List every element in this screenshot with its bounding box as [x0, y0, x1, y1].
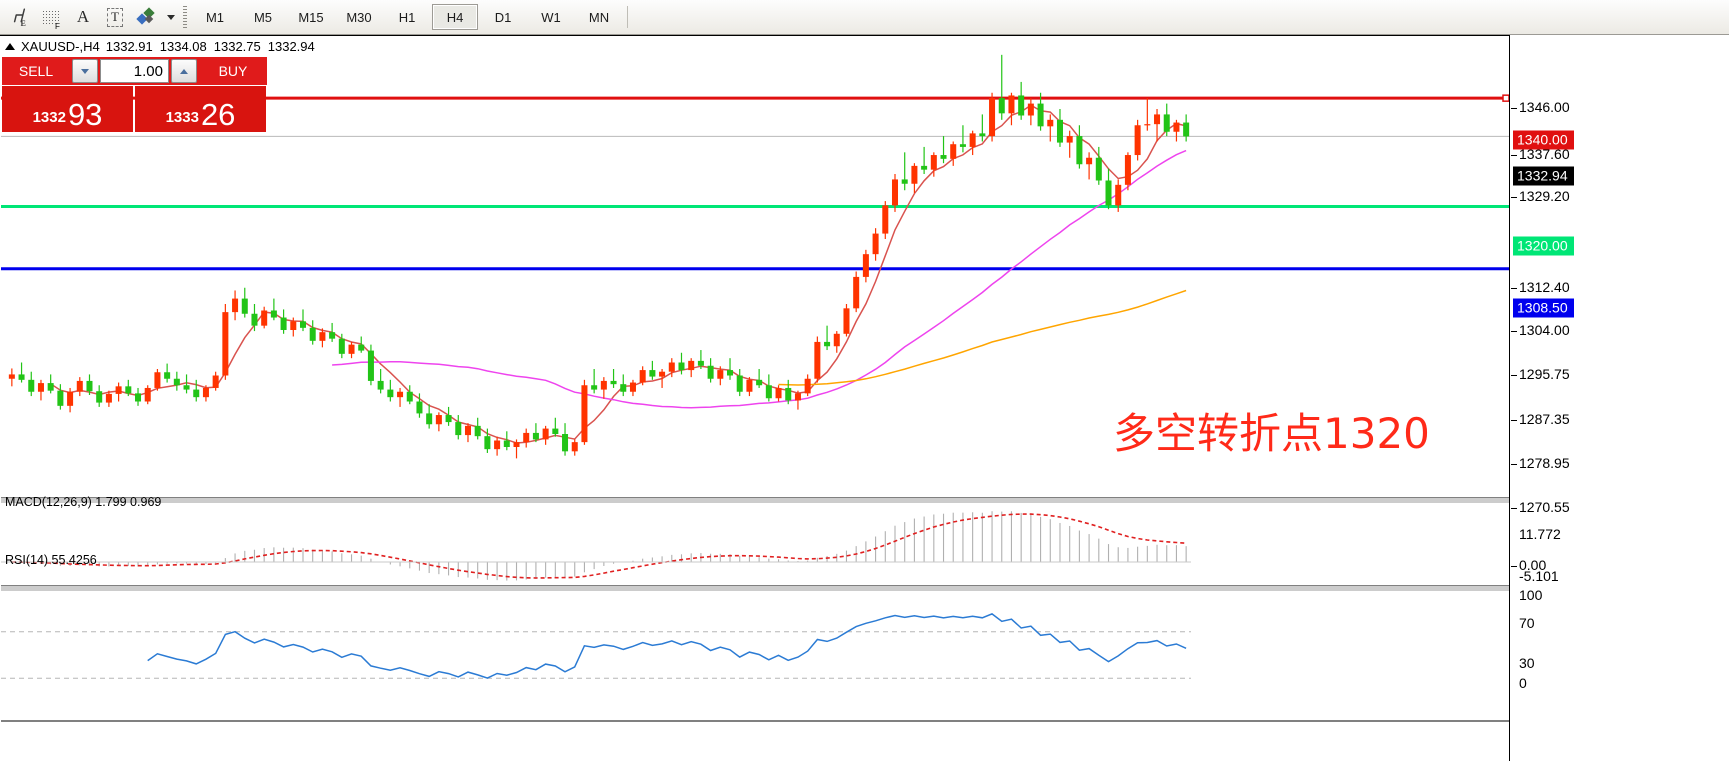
- time-axis-label: 7 Jun 12:00: [1047, 724, 1115, 725]
- toolbar-grip[interactable]: [183, 6, 187, 28]
- text-label-icon[interactable]: A: [76, 7, 90, 26]
- time-axis-label: 14 May 12:00: [258, 724, 337, 725]
- timeframe-m30[interactable]: M30: [346, 9, 372, 25]
- volume-control[interactable]: 1.00: [70, 57, 199, 85]
- shapes-dropdown-icon[interactable]: [163, 3, 179, 31]
- price-label-1332.94[interactable]: 1332.94: [1513, 166, 1574, 186]
- price-tick-1278.95: 1278.95: [1511, 455, 1570, 471]
- buy-price-decimal: 26: [200, 97, 236, 132]
- rsi-tick-0: 0: [1519, 675, 1527, 691]
- macd-tick-11.772: 11.772: [1519, 526, 1561, 542]
- time-axis-label: 5 Jun 12:00: [960, 724, 1028, 725]
- buy-price-integer: 1333: [165, 109, 199, 126]
- rsi-tick-100: 100: [1519, 587, 1543, 603]
- price-scale[interactable]: 1346.00 1340.00 1337.60 1332.94 1329.20 1320.…: [1511, 35, 1729, 761]
- timeframe-d1[interactable]: D1: [494, 9, 512, 25]
- price-tick-1304.00: 1304.00: [1511, 322, 1570, 338]
- indicators-icon[interactable]: ⑁E: [12, 6, 26, 28]
- time-axis-label: 6 May 2019: [5, 724, 73, 725]
- time-axis-label: 28 May 12:00: [694, 724, 773, 725]
- time-axis-label: 20 May 12:00: [432, 724, 511, 725]
- time-axis-label: 24 May 12:00: [607, 724, 686, 725]
- symbol-label: XAUUSD-,H4: [21, 38, 100, 54]
- time-axis-label: 11 Jun 12:00: [1143, 724, 1217, 725]
- timeframe-mn[interactable]: MN: [588, 9, 610, 25]
- volume-increment-button[interactable]: [171, 59, 197, 83]
- timeframe-m5[interactable]: M5: [253, 9, 273, 25]
- ohlc-value-low: 1332.75: [213, 38, 261, 54]
- shapes-icon[interactable]: [131, 3, 163, 31]
- macd-tick-0.00: 0.00: [1511, 557, 1546, 573]
- buy-price-box[interactable]: 1333 26: [135, 86, 266, 132]
- price-tick-1295.75: 1295.75: [1511, 366, 1570, 382]
- ohlc-value-close: 1332.94: [267, 38, 315, 54]
- time-axis-label: 22 May 12:00: [520, 724, 599, 725]
- grid-icon[interactable]: F: [35, 3, 67, 31]
- volume-input[interactable]: 1.00: [100, 59, 169, 83]
- time-axis-label: 16 May 12:00: [345, 724, 424, 725]
- sell-price-box[interactable]: 1332 93: [2, 86, 133, 132]
- rsi-tick-30: 30: [1519, 655, 1535, 671]
- volume-decrement-button[interactable]: [72, 59, 98, 83]
- text-box-icon[interactable]: T: [99, 3, 131, 31]
- ohlc-values: 1332.91 1334.08 1332.75 1332.94: [106, 39, 315, 54]
- timeframe-h4[interactable]: H4: [432, 4, 478, 30]
- macd-tick--5.101: -5.101: [1519, 568, 1559, 584]
- price-label-1320.00[interactable]: 1320.00: [1513, 236, 1574, 256]
- time-axis-label: 10 May 12:00: [171, 724, 250, 725]
- chart-canvas-area[interactable]: 6 May 2019 8 May 12:00 10 May 12:00 14 May …: [1, 36, 1509, 725]
- price-tick-1329.20: 1329.20: [1511, 188, 1570, 204]
- main-toolbar: ⑁E F A T M1 M5 M15 M30 H1 H4 D1 W1 MN: [0, 0, 1729, 35]
- ohlc-value-open: 1332.91: [105, 38, 153, 54]
- sell-button[interactable]: SELL: [2, 57, 70, 85]
- time-axis-label: 30 May 12:00: [782, 724, 861, 725]
- one-click-trading-panel[interactable]: SELL 1.00 BUY 1332 93 1333 26: [2, 57, 267, 132]
- price-tick-1287.35: 1287.35: [1511, 411, 1570, 427]
- price-label-1308.50[interactable]: 1308.50: [1513, 298, 1574, 318]
- rsi-label: RSI(14) 55.4256: [5, 553, 97, 567]
- timeframe-m1[interactable]: M1: [205, 9, 225, 25]
- ohlc-value-high: 1334.08: [159, 38, 207, 54]
- price-label-1340.00[interactable]: 1340.00: [1513, 130, 1574, 150]
- price-chart-svg: 6 May 2019 8 May 12:00 10 May 12:00 14 May …: [1, 36, 1509, 725]
- price-tick-1337.60: 1337.60: [1511, 146, 1570, 162]
- buy-button[interactable]: BUY: [199, 57, 267, 85]
- price-tick-1312.40: 1312.40: [1511, 279, 1570, 295]
- macd-label: MACD(12,26,9) 1.799 0.969: [5, 495, 162, 509]
- chart-annotation: 多空转折点1320: [1113, 409, 1430, 458]
- rsi-tick-70: 70: [1519, 615, 1535, 631]
- time-axis-label: 8 May 12:00: [83, 724, 155, 725]
- price-tick-1270.55: 1270.55: [1511, 499, 1570, 515]
- timeframe-w1[interactable]: W1: [541, 9, 561, 25]
- collapse-triangle-icon[interactable]: [5, 42, 15, 50]
- price-tick-1346.00: 1346.00: [1511, 99, 1570, 115]
- timeframe-h1[interactable]: H1: [398, 9, 416, 25]
- symbol-quote-line: XAUUSD-,H4 1332.91 1334.08 1332.75 1332.94: [0, 36, 1505, 56]
- toolbar-separator: [627, 6, 628, 28]
- sell-price-integer: 1332: [32, 109, 66, 126]
- timeframe-m15[interactable]: M15: [298, 9, 324, 25]
- sell-price-decimal: 93: [67, 97, 103, 132]
- time-axis-label: 3 Jun 12:00: [873, 724, 941, 725]
